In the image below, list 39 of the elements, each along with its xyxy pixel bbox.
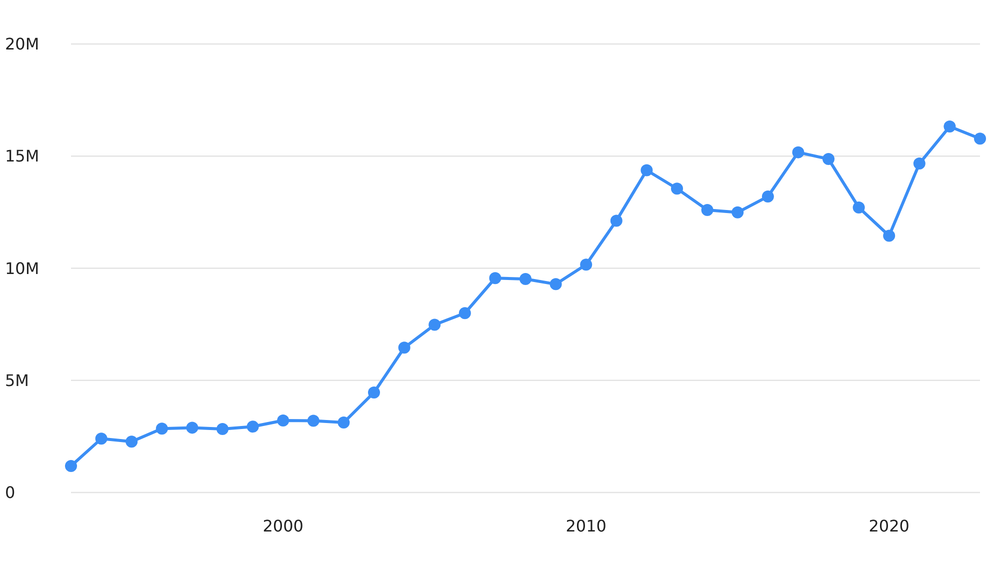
point — [65, 460, 77, 472]
point — [671, 182, 683, 195]
x-tick-label: 2010 — [566, 516, 606, 536]
point — [883, 230, 896, 242]
point — [852, 201, 865, 214]
point — [913, 158, 926, 170]
y-tick-label: 10M — [5, 258, 40, 278]
point — [792, 146, 804, 158]
point — [398, 342, 410, 354]
point — [974, 132, 986, 145]
point — [822, 153, 834, 166]
point — [307, 414, 320, 427]
point — [156, 422, 168, 435]
y-tick-label: 5M — [5, 370, 29, 390]
x-tick-label: 2020 — [868, 516, 910, 536]
point — [428, 318, 441, 331]
y-tick-label: 0 — [5, 483, 16, 502]
x-tick-label: 2000 — [262, 516, 304, 536]
point — [944, 120, 956, 133]
point — [95, 432, 108, 445]
point — [489, 272, 502, 284]
point — [126, 436, 138, 448]
point — [640, 164, 653, 176]
point — [762, 190, 774, 202]
point — [277, 414, 290, 427]
point — [186, 422, 198, 434]
point — [580, 258, 592, 271]
point — [732, 206, 744, 218]
point — [246, 420, 259, 433]
point — [610, 214, 622, 227]
point — [520, 273, 532, 286]
point — [338, 416, 350, 429]
point — [216, 423, 228, 436]
y-tick-label: 15M — [5, 146, 40, 166]
point — [458, 307, 471, 320]
y-tick-label: 20M — [5, 34, 40, 54]
point — [701, 204, 714, 216]
point — [550, 278, 562, 290]
point — [368, 386, 380, 398]
